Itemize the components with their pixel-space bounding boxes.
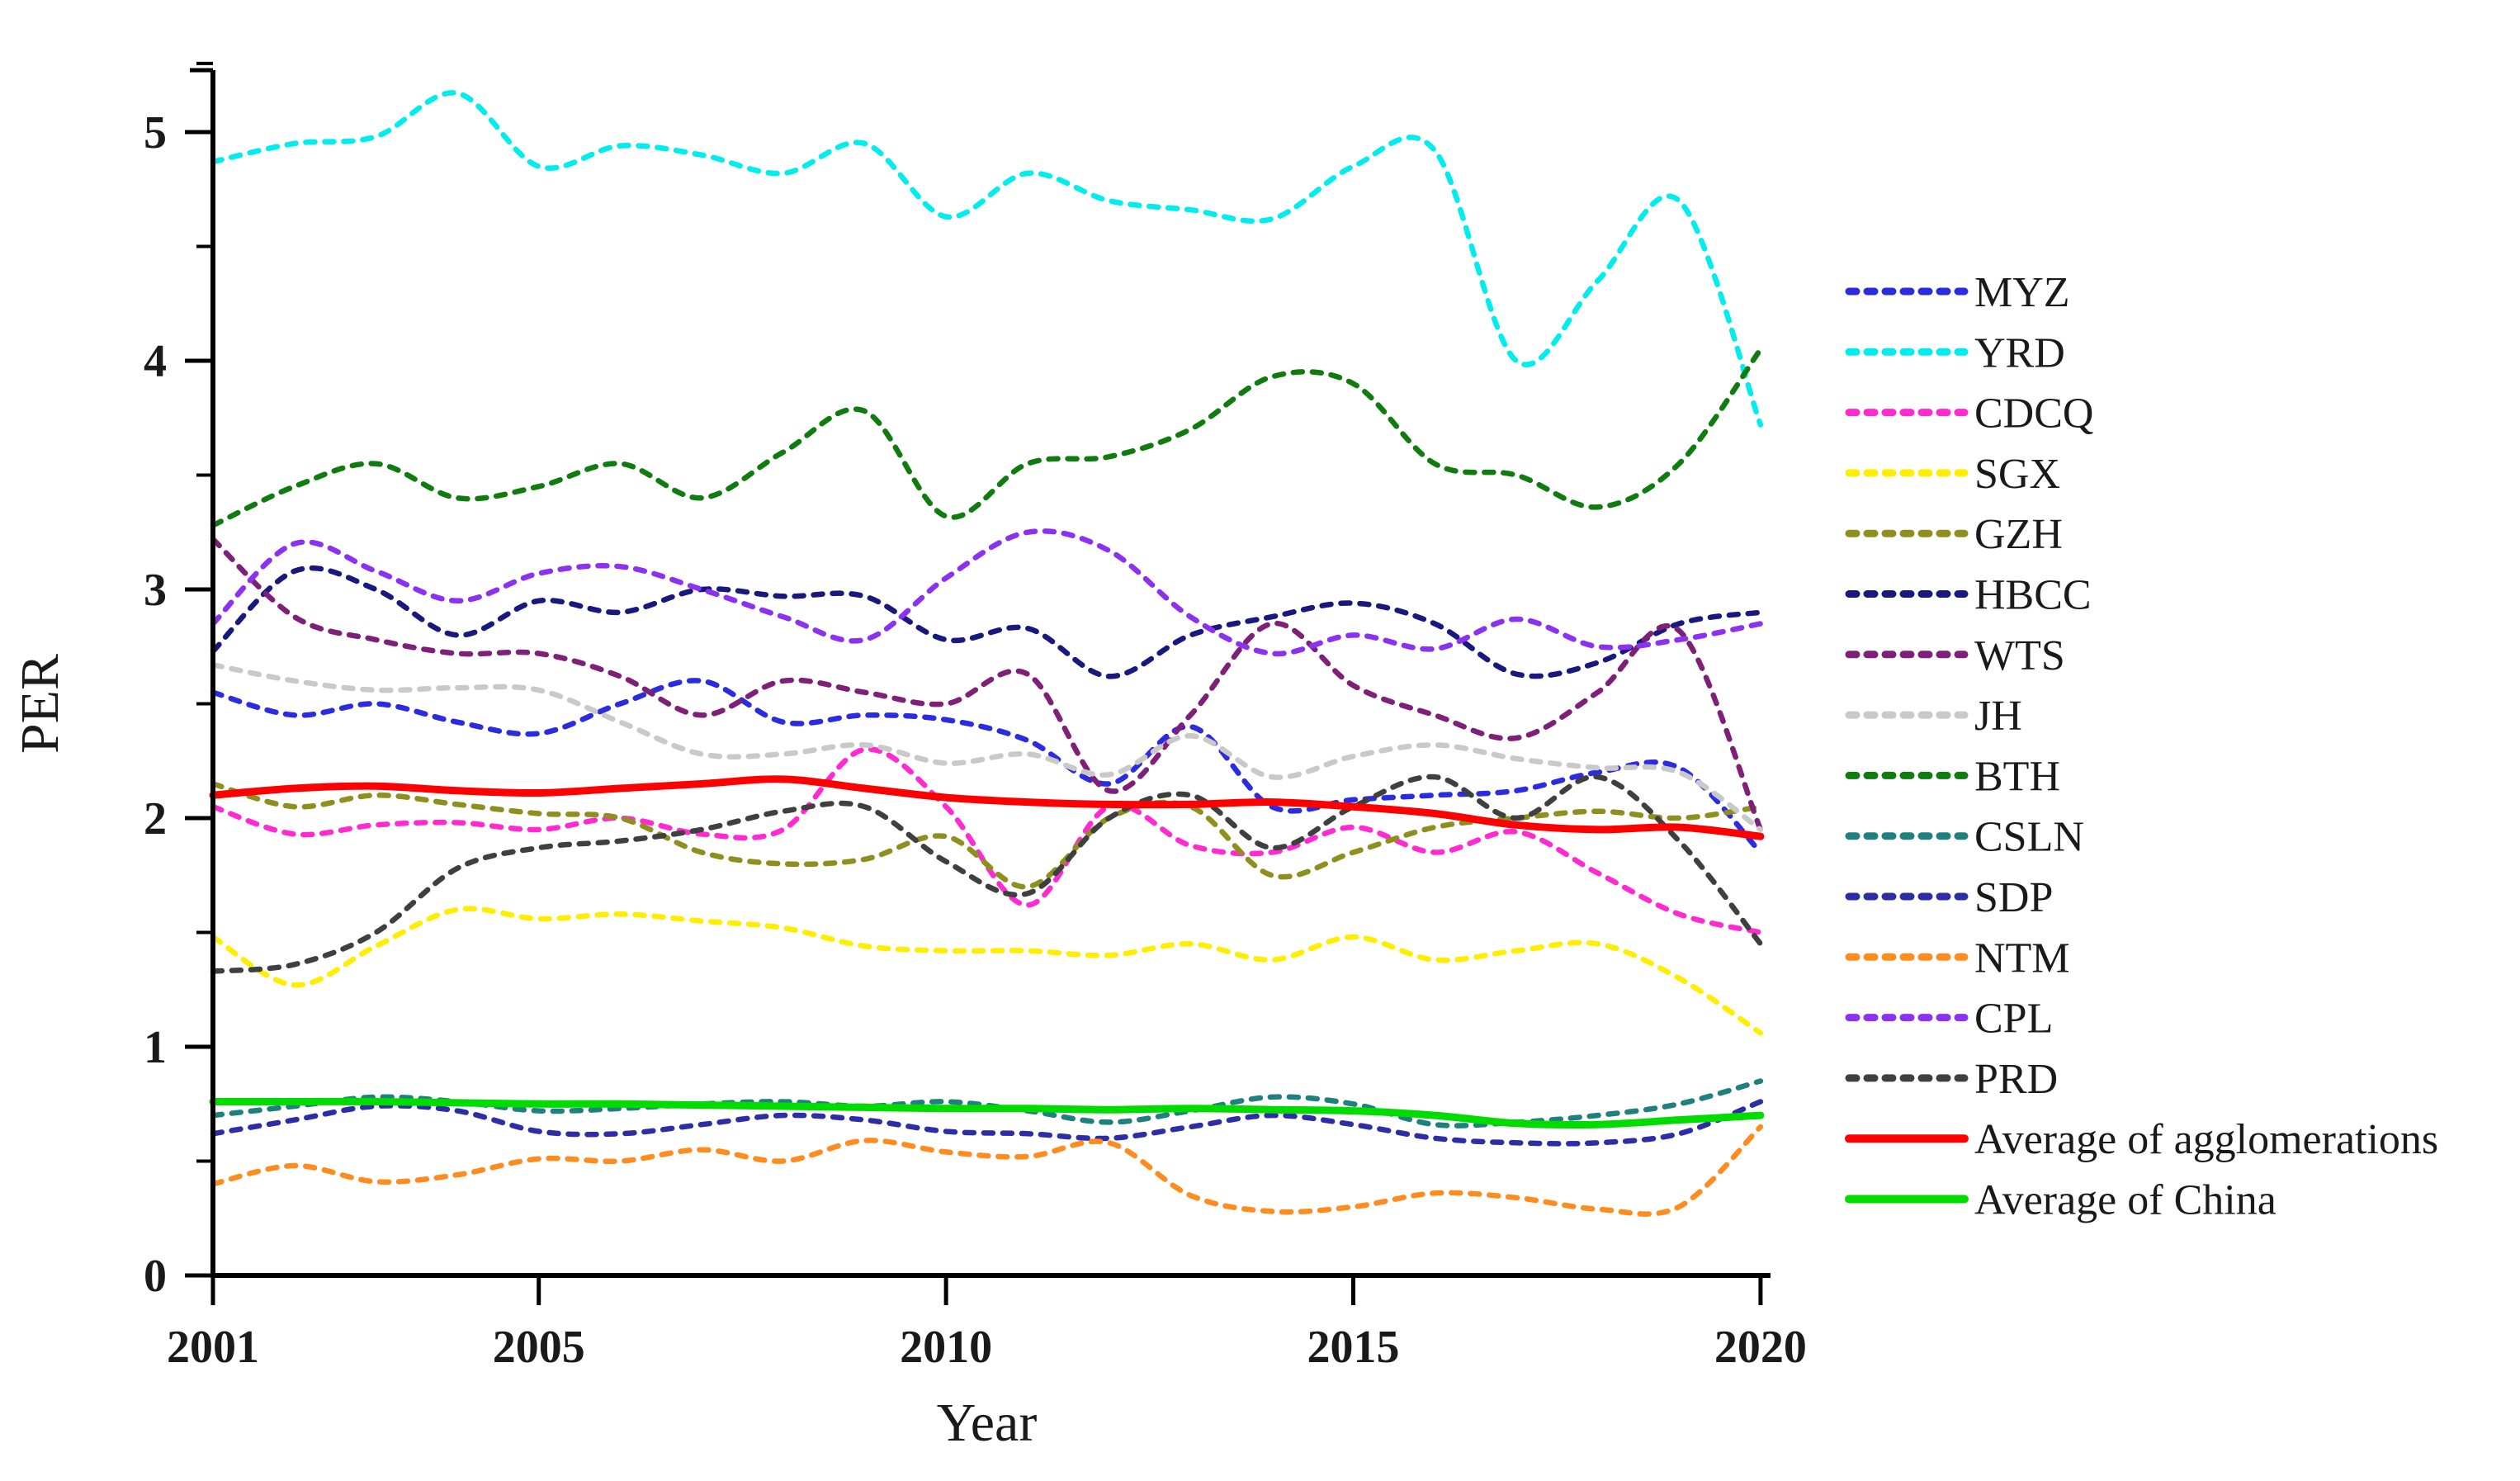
- legend-item-cpl: CPL: [1845, 996, 2053, 1043]
- series-line-yrd: [210, 90, 1764, 428]
- legend-item-yrd: YRD: [1845, 329, 2065, 376]
- series-line-prd: [210, 774, 1764, 974]
- y-tick-label: 3: [144, 565, 167, 616]
- legend-item-wts: WTS: [1845, 632, 2065, 679]
- series-line-bth: [210, 346, 1764, 528]
- legend-item-prd: PRD: [1845, 1056, 2058, 1103]
- legend-label: Average of agglomerations: [1974, 1116, 2438, 1163]
- y-tick-label: 1: [144, 1022, 167, 1073]
- x-tick-label: 2015: [1307, 1322, 1400, 1373]
- legend-label: HBCC: [1974, 572, 2092, 619]
- series-line-cpl: [210, 528, 1764, 657]
- legend-label: CDCQ: [1974, 390, 2093, 438]
- x-tick-label: 2020: [1714, 1322, 1807, 1373]
- legend-label: GZH: [1974, 511, 2063, 558]
- legend-label: Average of China: [1974, 1177, 2277, 1224]
- y-tick-label: 2: [144, 793, 167, 845]
- legend-label: CPL: [1974, 996, 2053, 1043]
- series-line-myz: [210, 678, 1764, 855]
- y-axis-title: PER: [10, 654, 70, 754]
- x-tick-label: 2005: [493, 1322, 585, 1373]
- legend-item-sgx: SGX: [1845, 451, 2060, 498]
- y-tick-label: 5: [144, 107, 167, 159]
- legend: MYZ YRD CDCQ SGX GZH HBCC WTS JH BTH CSLN SDP NTM CP…: [1845, 269, 2438, 1224]
- series-line-sgx: [210, 906, 1764, 1036]
- x-axis-title: Year: [937, 1393, 1038, 1453]
- legend-label: BTH: [1974, 753, 2060, 800]
- legend-item-myz: MYZ: [1845, 269, 2070, 316]
- legend-item-csln: CSLN: [1845, 814, 2084, 861]
- series-line-average-of-china: [209, 1097, 1765, 1129]
- legend-label: MYZ: [1974, 269, 2070, 316]
- legend-label: SDP: [1974, 874, 2053, 921]
- legend-item-ntm: NTM: [1845, 934, 2070, 982]
- series-line-jh: [210, 662, 1764, 833]
- legend-label: JH: [1974, 693, 2022, 740]
- legend-label: SGX: [1974, 451, 2060, 498]
- legend-item-cdcq: CDCQ: [1845, 390, 2093, 438]
- series-line-cdcq: [210, 746, 1764, 935]
- y-tick-label: 4: [144, 336, 167, 387]
- legend-label: WTS: [1974, 632, 2065, 679]
- legend-item-gzh: GZH: [1845, 511, 2063, 558]
- x-tick-label: 2010: [900, 1322, 992, 1373]
- legend-label: NTM: [1974, 934, 2070, 982]
- x-tick-label: 2001: [167, 1322, 259, 1373]
- legend-label: PRD: [1974, 1056, 2058, 1103]
- series-line-wts: [210, 536, 1764, 833]
- legend-item-average-of-china: Average of China: [1845, 1177, 2277, 1224]
- legend-item-bth: BTH: [1845, 753, 2060, 800]
- series-line-ntm: [210, 1124, 1764, 1217]
- legend-label: CSLN: [1974, 814, 2084, 861]
- legend-label: YRD: [1974, 329, 2065, 376]
- legend-item-average-of-agglomerations: Average of agglomerations: [1845, 1116, 2438, 1163]
- series-line-hbcc: [210, 565, 1764, 679]
- legend-item-jh: JH: [1845, 693, 2022, 740]
- legend-item-hbcc: HBCC: [1845, 572, 2092, 619]
- y-tick-label: 0: [144, 1251, 167, 1302]
- legend-item-sdp: SDP: [1845, 874, 2053, 921]
- series-line-sdp: [210, 1099, 1764, 1147]
- series-line-average-of-agglomerations: [209, 775, 1765, 840]
